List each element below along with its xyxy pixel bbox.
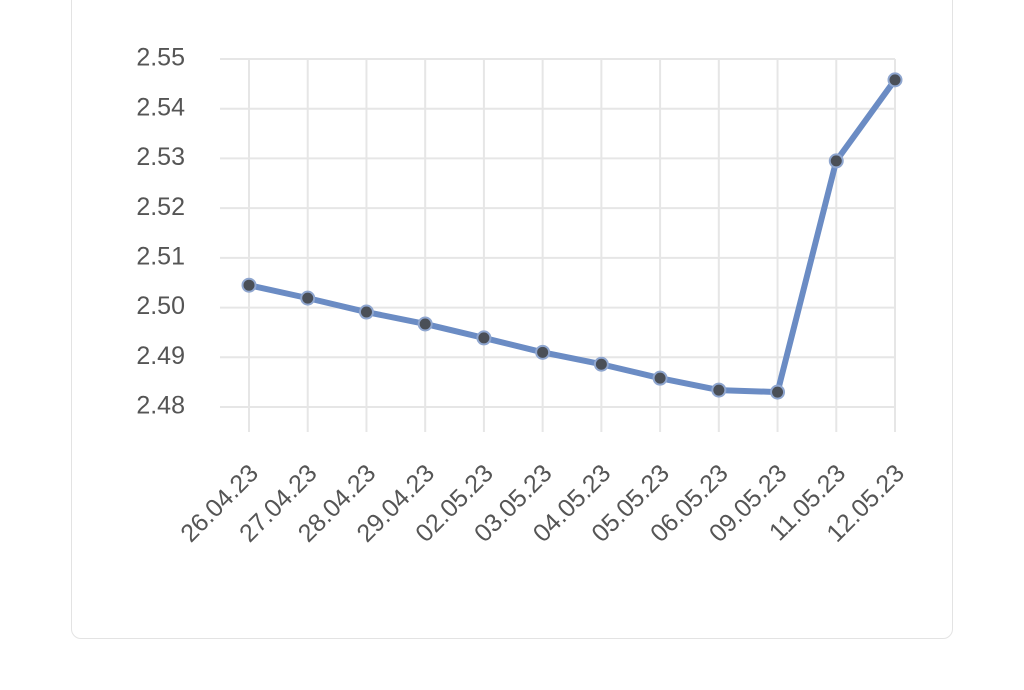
marker: [300, 290, 316, 306]
marker: [417, 316, 433, 332]
y-tick-label: 2.53: [136, 143, 185, 171]
marker: [476, 330, 492, 346]
y-tick-label: 2.50: [136, 292, 185, 320]
y-tick-label: 2.54: [136, 93, 185, 121]
marker: [241, 277, 257, 293]
card: [71, 0, 953, 639]
marker: [652, 370, 668, 386]
marker: [535, 344, 551, 360]
y-tick-label: 2.55: [136, 44, 185, 72]
line: [248, 78, 898, 396]
marker: [593, 356, 609, 372]
marker: [358, 304, 374, 320]
y-tick-label: 2.48: [136, 392, 185, 420]
y-tick-label: 2.51: [136, 242, 185, 270]
y-tick-label: 2.49: [136, 342, 185, 370]
marker: [828, 153, 844, 169]
marker: [887, 72, 903, 88]
marker: [711, 382, 727, 398]
marker: [770, 384, 786, 400]
y-tick-label: 2.52: [136, 193, 185, 221]
